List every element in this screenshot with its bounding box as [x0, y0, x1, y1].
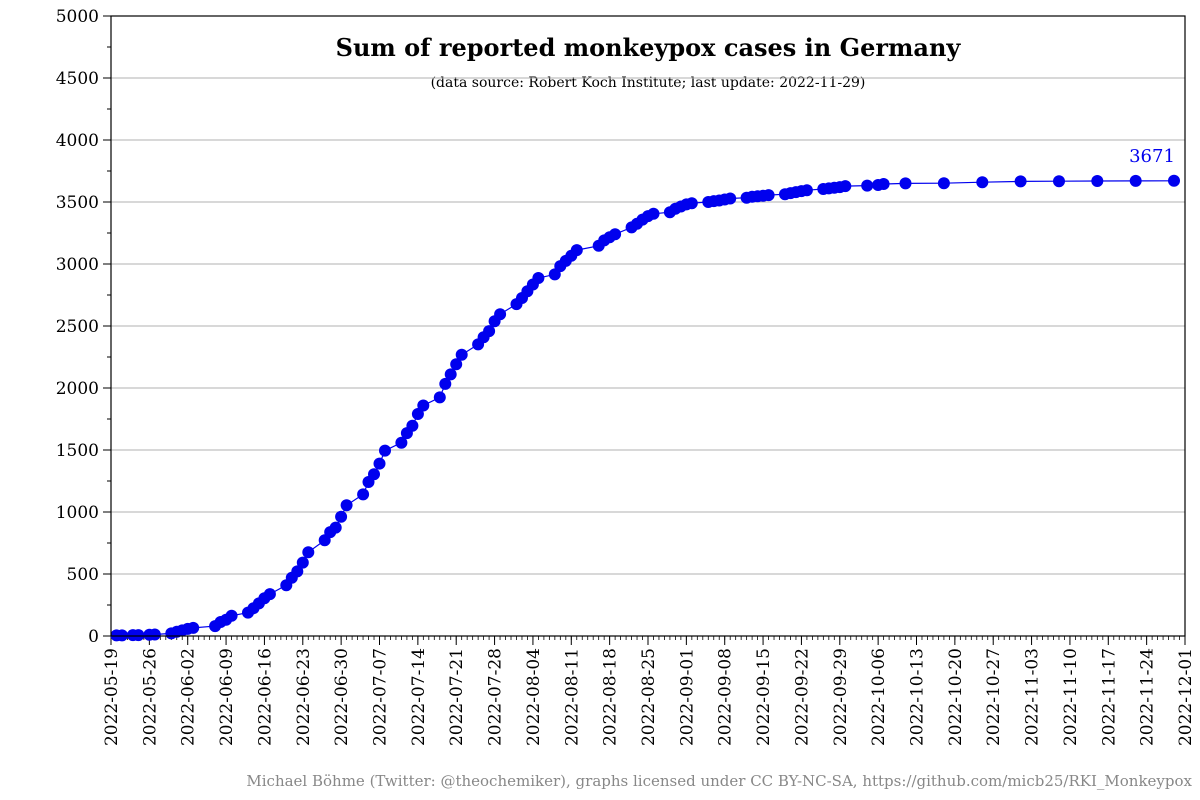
data-point: [444, 368, 457, 381]
data-point: [609, 228, 622, 241]
data-point: [395, 436, 408, 449]
series-line: [116, 180, 1175, 637]
data-point: [450, 358, 463, 371]
y-axis: 0 500 1000 1500 2000 2500 3000 3500 4000 4500 5000: [56, 7, 111, 647]
data-point: [877, 178, 890, 190]
data-point: [800, 184, 813, 197]
x-tick-label: 2022-07-21: [447, 648, 467, 746]
data-point: [291, 565, 304, 578]
series-cases: [110, 174, 1180, 642]
gridlines: [111, 77, 1185, 575]
data-point: [1091, 175, 1104, 187]
x-axis: 2022-05-19 2022-05-26 2022-06-02 2022-06-09…: [102, 636, 1196, 746]
x-tick-label: 2022-08-11: [562, 648, 582, 746]
x-tick-label: 2022-11-24: [1138, 648, 1158, 746]
y-tick-label: 500: [67, 565, 99, 585]
x-tick-label: 2022-06-02: [179, 648, 199, 746]
x-tick-label: 2022-11-03: [1023, 648, 1043, 746]
y-tick-label: 3500: [56, 193, 99, 213]
y-tick-label: 0: [88, 627, 99, 647]
data-point: [455, 348, 468, 361]
data-point: [1168, 174, 1180, 187]
y-tick-label: 5000: [56, 7, 99, 27]
x-tick-label: 2022-07-14: [409, 648, 429, 746]
data-point: [340, 499, 353, 512]
credit-text: Michael Böhme (Twitter: @theochemiker), …: [246, 772, 1192, 790]
data-point: [483, 325, 496, 338]
data-point: [411, 408, 424, 420]
data-point: [335, 510, 348, 523]
data-point: [417, 399, 430, 412]
data-point: [494, 308, 507, 321]
data-point: [433, 391, 446, 404]
x-tick-label: 2022-05-26: [140, 648, 160, 746]
x-tick-label: 2022-10-20: [946, 648, 966, 746]
data-point: [329, 521, 342, 534]
x-tick-label: 2022-11-17: [1099, 648, 1119, 746]
plot-frame: [110, 15, 1186, 637]
data-point: [570, 244, 583, 257]
x-tick-label: 2022-11-10: [1061, 648, 1081, 746]
x-tick-label: 2022-08-25: [639, 648, 659, 746]
x-tick-label: 2022-10-13: [908, 648, 928, 746]
x-tick-label: 2022-10-27: [984, 648, 1004, 746]
chart-subtitle: (data source: Robert Koch Institute; las…: [431, 75, 866, 91]
y-tick-label: 4500: [56, 69, 99, 89]
data-point: [937, 177, 950, 190]
x-tick-label: 2022-08-18: [601, 648, 621, 746]
data-point: [368, 468, 380, 481]
data-point: [439, 377, 452, 390]
x-tick-label: 2022-06-30: [332, 648, 352, 746]
last-value-label: 3671: [1129, 146, 1175, 167]
data-point: [647, 207, 660, 220]
y-tick-label: 2000: [56, 379, 99, 399]
data-point: [302, 546, 315, 559]
x-tick-label: 2022-09-01: [677, 648, 697, 746]
data-point: [357, 488, 370, 501]
x-tick-label: 2022-09-22: [792, 648, 812, 746]
data-point: [263, 588, 276, 601]
x-tick-label: 2022-07-28: [486, 648, 506, 746]
data-point: [839, 180, 852, 193]
data-point: [187, 621, 200, 634]
y-tick-label: 4000: [56, 131, 99, 151]
chart-title: Sum of reported monkeypox cases in Germa…: [336, 33, 962, 62]
data-point: [1129, 174, 1142, 187]
data-point: [148, 628, 161, 641]
data-point: [225, 609, 238, 622]
y-tick-label: 2500: [56, 317, 99, 337]
data-point: [1053, 175, 1065, 188]
x-tick-label: 2022-07-07: [371, 648, 391, 746]
x-tick-label: 2022-09-29: [831, 648, 851, 746]
x-tick-label: 2022-06-09: [217, 648, 237, 746]
x-tick-label: 2022-10-06: [869, 648, 889, 746]
x-tick-label: 2022-05-19: [102, 648, 122, 746]
x-tick-label: 2022-06-23: [294, 648, 314, 746]
x-tick-label: 2022-09-15: [754, 648, 774, 746]
data-point: [1014, 175, 1027, 188]
x-tick-label: 2022-08-04: [524, 648, 544, 746]
y-tick-label: 1000: [56, 503, 99, 523]
data-point: [406, 419, 419, 432]
data-point: [685, 197, 698, 210]
data-point: [861, 179, 874, 192]
y-tick-label: 1500: [56, 441, 99, 461]
data-point: [132, 629, 145, 642]
x-tick-label: 2022-06-16: [255, 648, 275, 746]
data-point: [724, 192, 737, 205]
x-tick-label: 2022-09-08: [716, 648, 736, 746]
data-point: [976, 176, 989, 189]
data-point: [373, 457, 386, 470]
y-tick-label: 3000: [56, 255, 99, 275]
data-point: [899, 177, 912, 190]
data-point: [762, 189, 775, 202]
x-tick-label: 2022-12-01: [1176, 648, 1196, 746]
data-point: [532, 272, 545, 284]
data-point: [379, 444, 391, 457]
data-point: [296, 556, 309, 569]
